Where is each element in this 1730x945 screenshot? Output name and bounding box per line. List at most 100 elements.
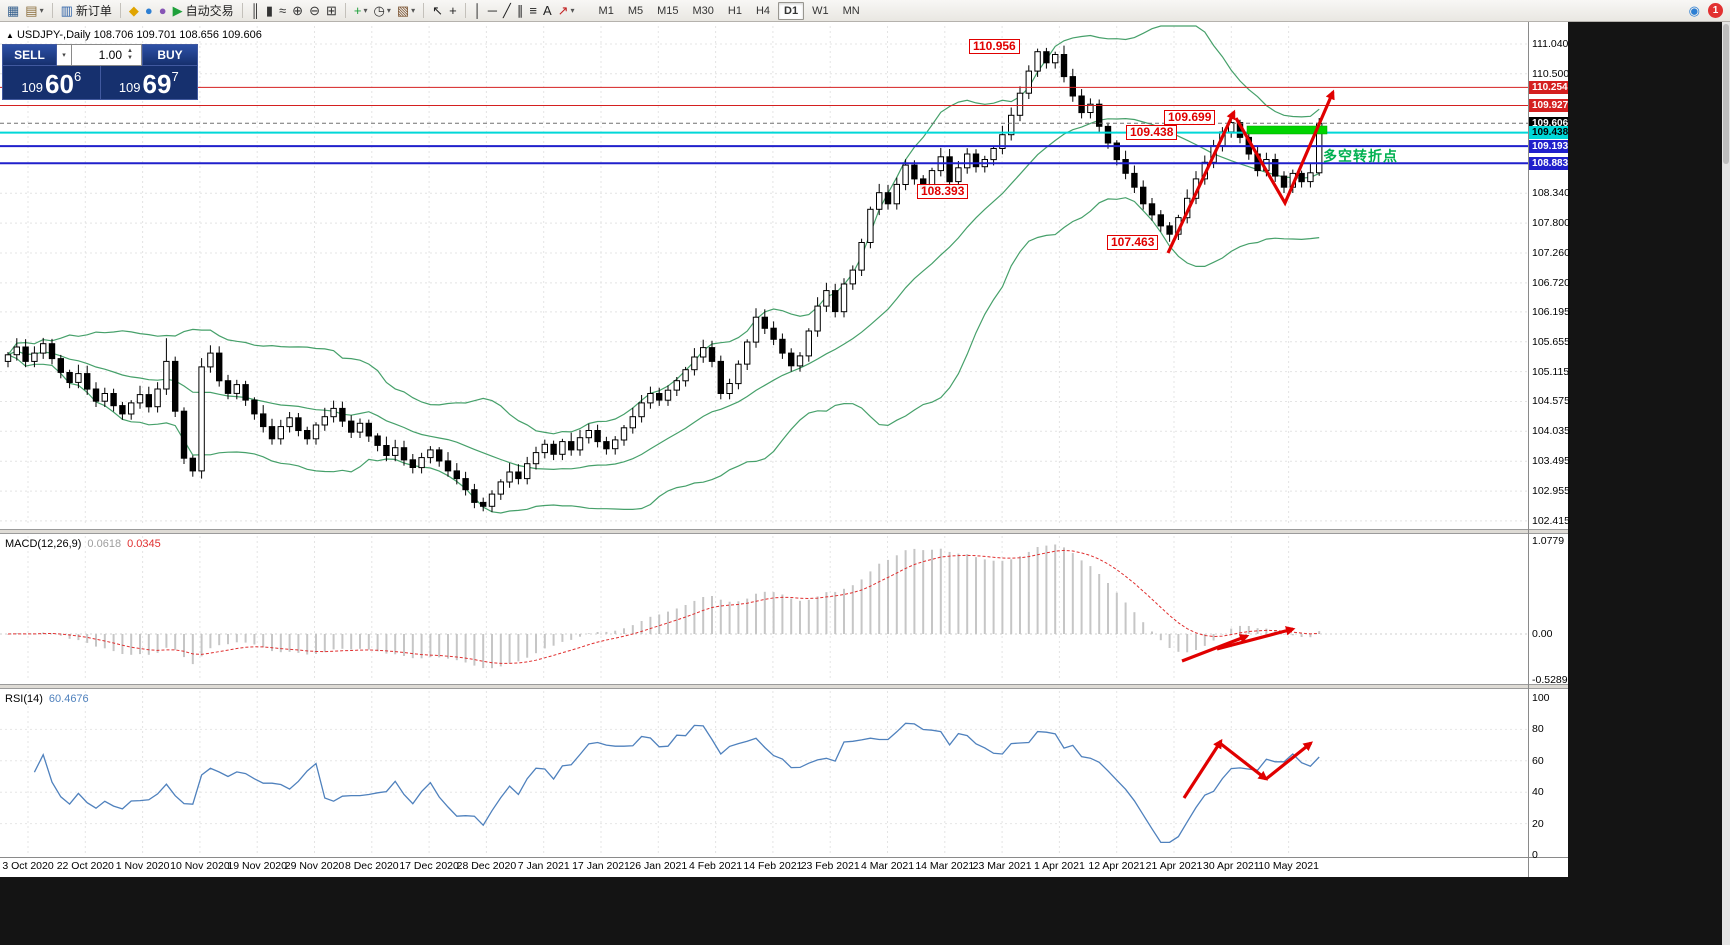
timeframe-mn[interactable]: MN <box>842 4 860 17</box>
candles-chart-icon[interactable]: ▮ <box>263 2 276 20</box>
rsi-value: 60.4676 <box>48 693 89 705</box>
price-axis-label: 107.260 <box>1532 247 1570 259</box>
horizontal-line-icon[interactable]: ─ <box>485 2 500 20</box>
tile-windows-icon[interactable]: ⊞ <box>323 2 340 20</box>
mql-community-icon[interactable]: ◆ <box>126 2 142 20</box>
scrollbar-thumb[interactable] <box>1723 24 1729 164</box>
timeframe-m1[interactable]: M1 <box>598 4 614 17</box>
community-icon[interactable]: ◉ <box>1686 2 1703 20</box>
zoom-out-icon[interactable]: ⊖ <box>306 2 323 20</box>
volume-dropdown[interactable]: ▾ <box>57 44 72 66</box>
templates-icon[interactable]: ▧ ▾ <box>394 2 418 20</box>
line-chart-icon[interactable]: ≈ <box>276 2 289 20</box>
price-axis-label: 102.415 <box>1532 514 1570 527</box>
community-icon-glyph: ◉ <box>1688 2 1700 18</box>
toolbar-separator <box>464 3 466 18</box>
timeframe-h1[interactable]: H1 <box>727 4 742 17</box>
timeframe-d1[interactable]: D1 <box>778 1 805 20</box>
rsi-indicator-label: RSI(14) 60.4676 <box>5 693 89 705</box>
new-chart-icon[interactable]: ▦ <box>4 2 22 20</box>
macd-value-main: 0.0618 <box>87 538 122 550</box>
rsi-axis-label: 100 <box>1532 692 1550 704</box>
new-chart-icon-glyph: ▦ <box>7 2 20 18</box>
timeframe-h4[interactable]: H4 <box>755 4 771 17</box>
spinner-up-icon[interactable]: ▲ <box>127 48 133 54</box>
crosshair-icon-glyph: + <box>449 2 457 18</box>
channel-icon-glyph: ∥ <box>516 2 524 18</box>
price-tag-110.254: 110.254 <box>1529 80 1568 94</box>
channel-icon[interactable]: ∥ <box>514 2 527 20</box>
buy-button[interactable]: BUY <box>142 44 198 66</box>
spinner-down-icon[interactable]: ▼ <box>127 55 133 61</box>
panel-separator[interactable] <box>0 529 1568 534</box>
toolbar: ▦ ▤ ▾ ▥ 新订单 ◆ ● ● ▶ 自动交易 ║ ▮ ≈ ⊕ ⊖ ⊞ + ▾ ◷ ▾ ▧ ▾ ↖ + │ ─ ╱ ∥ ≡ A ↗ ▾ M1… <box>0 0 1730 22</box>
periods-icon[interactable]: ◷ ▾ <box>371 2 394 20</box>
date-axis-label: 14 Mar 2021 <box>915 860 975 872</box>
date-axis-label: 23 Mar 2021 <box>972 860 1032 872</box>
volume-spinner[interactable]: ▲ ▼ <box>124 48 136 62</box>
zoom-in-icon-glyph: ⊕ <box>292 2 304 18</box>
tile-windows-icon-glyph: ⊞ <box>325 2 337 18</box>
fibonacci-icon[interactable]: ≡ <box>526 2 540 20</box>
bars-chart-icon[interactable]: ║ <box>248 2 263 20</box>
date-axis-label: 3 Oct 2020 <box>2 860 54 872</box>
note-text[interactable]: 多空转折点 <box>1323 148 1398 164</box>
date-axis-label: 26 Jan 2021 <box>629 860 688 872</box>
timeframe-m15[interactable]: M15 <box>657 4 679 17</box>
macd-panel[interactable] <box>0 534 1568 684</box>
auto-trading-icon[interactable]: ▶ 自动交易 <box>170 2 237 20</box>
sell-price-button[interactable]: 109 60 6 <box>3 66 100 99</box>
date-axis-label: 17 Dec 2020 <box>399 860 459 872</box>
timeframe-toolbar: M1 M5 M15 M30 H1 H4 D1 W1 MN <box>592 0 867 22</box>
fibonacci-icon-glyph: ≡ <box>529 2 537 18</box>
vertical-scrollbar[interactable] <box>1722 22 1730 945</box>
collapse-panel-icon[interactable]: ▲ <box>6 31 14 40</box>
rsi-panel[interactable] <box>0 689 1568 857</box>
caret-down-icon: ▾ <box>411 6 416 15</box>
notification-badge[interactable]: 1 <box>1708 3 1723 18</box>
toolbar-separator <box>51 3 53 18</box>
help-icon[interactable]: ● <box>156 2 170 20</box>
macd-axis-label: 0.00 <box>1532 628 1553 640</box>
price-callout[interactable]: 108.393 <box>917 184 969 199</box>
bars-chart-icon-glyph: ║ <box>250 2 260 18</box>
price-tag-109.438: 109.438 <box>1529 126 1568 140</box>
text-icon[interactable]: A <box>540 2 555 20</box>
crosshair-icon[interactable]: + <box>446 2 460 20</box>
sell-price-big: 60 <box>45 69 74 100</box>
buy-price-button[interactable]: 109 69 7 <box>99 66 198 99</box>
volume-input[interactable] <box>72 48 124 62</box>
date-axis-label: 10 Nov 2020 <box>170 860 230 872</box>
date-axis-label: 30 Apr 2021 <box>1202 860 1260 872</box>
date-axis-label: 10 May 2021 <box>1258 860 1319 872</box>
toolbar-separator <box>241 3 243 18</box>
timeframe-m5[interactable]: M5 <box>627 4 644 17</box>
rsi-name: RSI(14) <box>5 693 43 705</box>
price-callout[interactable]: 109.699 <box>1164 110 1216 125</box>
price-callout[interactable]: 110.956 <box>969 39 1020 54</box>
ohlc-info-text: USDJPY-,Daily 108.706 109.701 108.656 10… <box>16 29 262 41</box>
trendline-icon[interactable]: ╱ <box>500 2 514 20</box>
zoom-out-icon-glyph: ⊖ <box>309 2 320 18</box>
date-axis-label: 7 Jan 2021 <box>517 860 570 872</box>
panel-separator[interactable] <box>0 684 1568 689</box>
caret-down-icon: ▾ <box>62 52 66 59</box>
toolbar-separator <box>119 3 121 18</box>
buy-price-prefix: 109 <box>118 79 141 95</box>
indicators-icon[interactable]: + ▾ <box>351 2 371 20</box>
zoom-in-icon[interactable]: ⊕ <box>289 2 306 20</box>
ohlc-info-line: ▲ USDJPY-,Daily 108.706 109.701 108.656 … <box>6 29 262 41</box>
sell-button[interactable]: SELL <box>2 44 57 66</box>
rsi-axis-label: 40 <box>1532 786 1544 799</box>
chart-profiles-icon[interactable]: ▤ ▾ <box>22 2 46 20</box>
main-chart-panel[interactable] <box>0 22 1568 529</box>
new-order-icon[interactable]: ▥ 新订单 <box>58 2 115 20</box>
timeframe-w1[interactable]: W1 <box>812 4 829 17</box>
arrows-tool-icon[interactable]: ↗ ▾ <box>555 2 578 20</box>
timeframe-m30[interactable]: M30 <box>692 4 714 17</box>
vertical-line-icon[interactable]: │ <box>471 2 485 20</box>
messages-icon[interactable]: ● <box>142 2 156 20</box>
price-callout[interactable]: 109.438 <box>1126 125 1178 140</box>
cursor-icon[interactable]: ↖ <box>429 2 446 20</box>
price-callout[interactable]: 107.463 <box>1107 235 1159 250</box>
